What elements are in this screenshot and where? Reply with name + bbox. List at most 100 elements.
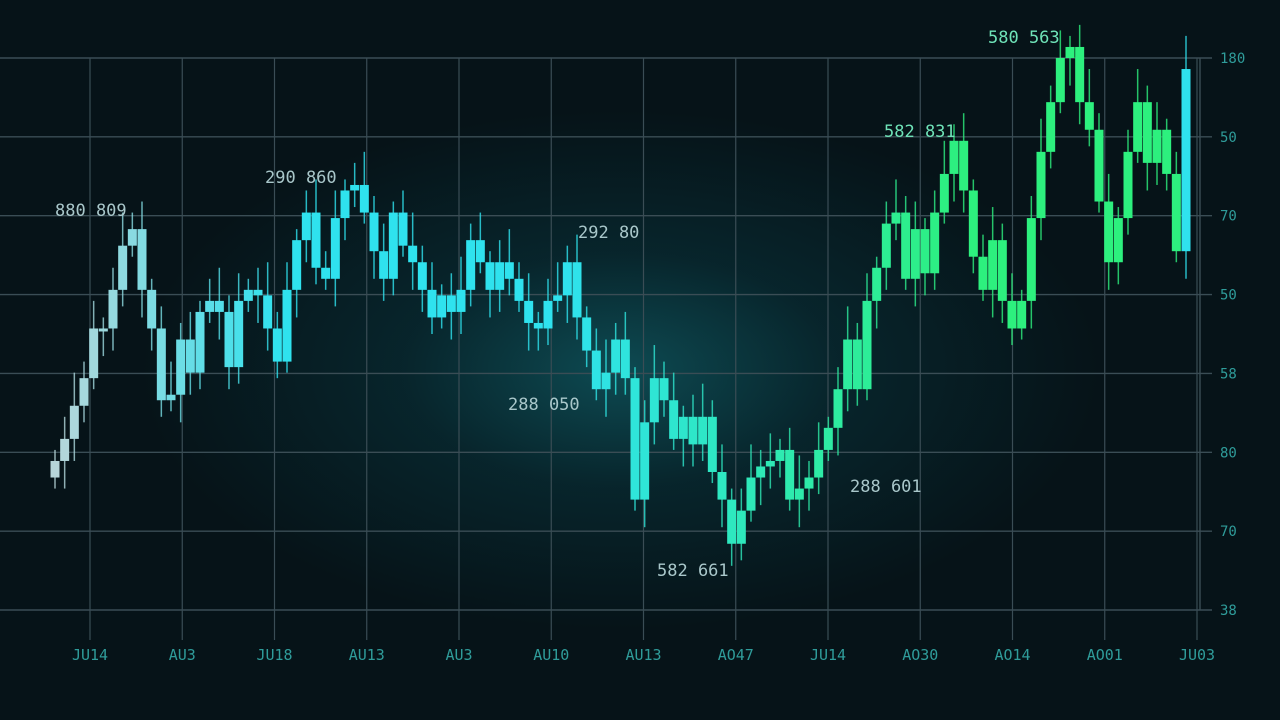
y-tick-label: 180 [1220,51,1245,67]
x-tick-label: AU10 [533,646,569,664]
candle-body [833,389,843,428]
candle-body [717,472,727,500]
candle-body [553,295,563,301]
candle-body [862,300,872,390]
candle-body [688,416,698,445]
candle-body [369,212,379,252]
candle-body [843,339,853,390]
candle-body [176,339,186,395]
x-tick-label: AO30 [902,646,938,664]
annotation-label: 580 563 [988,28,1060,48]
candle-body [321,267,331,279]
candle-body [301,212,311,241]
annotation-label: 582 661 [657,561,729,581]
candle-body [1007,300,1017,329]
candle-body [756,466,766,478]
candle-body [572,262,582,318]
x-tick-label: AO14 [994,646,1030,664]
candle-body [582,317,592,351]
candle-body [79,378,89,406]
candle-body [398,212,408,246]
candle-body [282,289,292,362]
candle-body [988,240,998,290]
candle-body [649,378,659,423]
candle-body [1171,173,1181,252]
candle-body [514,278,524,301]
candle-body [427,289,437,318]
candle-body [263,295,273,329]
y-tick-label: 50 [1220,130,1237,146]
y-tick-label: 80 [1220,445,1237,461]
candle-body [475,240,485,263]
candle-body [823,427,833,450]
x-tick-label: AU13 [625,646,661,664]
candle-body [746,477,756,511]
y-tick-label: 38 [1220,603,1237,619]
candle-body [543,300,553,329]
candle-body [60,438,70,461]
candle-body [804,477,814,489]
candle-body [292,240,302,290]
candle-body [1065,46,1075,58]
candle-body [611,339,621,373]
y-tick-label: 58 [1220,366,1237,382]
candle-body [620,339,630,379]
x-tick-label: JU14 [810,646,846,664]
candle-body [785,449,795,500]
candle-body [50,460,60,478]
candle-body [659,378,669,401]
candle-body [949,140,959,174]
candle-body [350,184,360,191]
x-tick-label: AO01 [1087,646,1123,664]
candle-body [1142,102,1152,163]
candle-body [1017,300,1027,329]
candle-body [707,416,717,472]
candle-body [775,449,785,461]
candle-body [456,289,466,312]
candle-body [224,311,234,368]
candle-body [727,499,737,544]
candle-body [330,218,340,279]
candle-body [794,488,804,500]
candle-body [147,289,157,329]
candle-body [185,339,195,373]
candle-body [137,229,147,290]
candle-body [98,328,108,332]
x-tick-label: JU18 [256,646,292,664]
candle-body [1084,102,1094,130]
annotation-label: 880 809 [55,201,127,221]
candle-body [1026,218,1036,301]
candle-body [1094,129,1104,202]
annotation-label: 290 860 [265,168,337,188]
x-axis: JU14 AU3 JU18 AU13 AU3 AU10 AU13 AO47 JU14 AO30 AO… [72,646,1215,664]
y-tick-label: 70 [1220,524,1237,540]
candle-body [978,256,988,290]
candle-body [630,378,640,500]
candle-body [205,300,215,312]
candles [50,24,1191,566]
candle-body [891,212,901,224]
candle-body [1075,46,1085,103]
candle-body [446,295,456,312]
candle-body [1181,69,1191,252]
candle-body [1104,201,1114,263]
candle-body [1123,151,1133,219]
candle-body [1036,151,1046,219]
annotation-label: 288 601 [850,477,922,497]
x-tick-label: JU14 [72,646,108,664]
candle-body [340,190,350,219]
candle-body [1046,102,1056,152]
candle-body [872,267,882,301]
candle-body [272,328,282,362]
candle-body [1133,102,1143,152]
candle-body [234,300,244,368]
annotation-label: 292 80 [578,223,640,243]
candle-body [118,245,128,290]
candle-body [920,229,930,274]
x-tick-label: AO47 [718,646,754,664]
candle-body [601,372,611,390]
candle-body [195,311,205,373]
candle-body [214,300,224,312]
y-tick-label: 50 [1220,288,1237,304]
